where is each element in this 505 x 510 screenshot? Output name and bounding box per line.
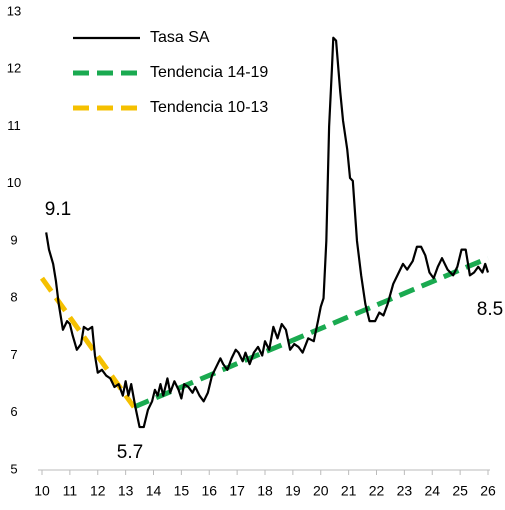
- x-tick-label: 19: [285, 483, 301, 499]
- annotation: 5.7: [117, 442, 143, 463]
- x-tick-label: 17: [229, 483, 245, 499]
- x-tick-label: 14: [146, 483, 162, 499]
- annotation: 9.1: [45, 199, 71, 220]
- y-tick-label: 10: [7, 175, 21, 190]
- annotation: 8.5: [477, 299, 503, 320]
- x-tick-label: 11: [63, 483, 78, 499]
- x-tick-label: 26: [480, 483, 496, 499]
- legend-label: Tasa SA: [150, 29, 210, 46]
- x-tick-label: 12: [90, 483, 106, 499]
- y-tick-label: 12: [7, 61, 21, 76]
- x-tick-label: 21: [341, 483, 357, 499]
- y-tick-label: 13: [7, 3, 21, 18]
- x-tick-label: 18: [257, 483, 273, 499]
- y-tick-label: 9: [10, 232, 17, 247]
- legend-label: Tendencia 14-19: [150, 64, 268, 81]
- x-tick-label: 15: [174, 483, 190, 499]
- y-tick-label: 11: [7, 118, 21, 133]
- y-tick-label: 6: [10, 404, 17, 419]
- y-tick-label: 7: [10, 347, 17, 362]
- legend-label: Tendencia 10-13: [150, 99, 268, 116]
- x-tick-label: 25: [452, 483, 468, 499]
- x-tick-label: 10: [34, 483, 50, 499]
- y-tick-label: 8: [10, 290, 17, 305]
- x-tick-label: 13: [118, 483, 134, 499]
- x-tick-label: 24: [424, 483, 440, 499]
- x-tick-label: 20: [313, 483, 329, 499]
- x-tick-label: 23: [397, 483, 413, 499]
- x-tick-label: 22: [369, 483, 385, 499]
- series-line: [133, 255, 489, 410]
- x-tick-label: 16: [201, 483, 217, 499]
- y-tick-label: 5: [10, 461, 17, 476]
- series-line: [45, 36, 490, 429]
